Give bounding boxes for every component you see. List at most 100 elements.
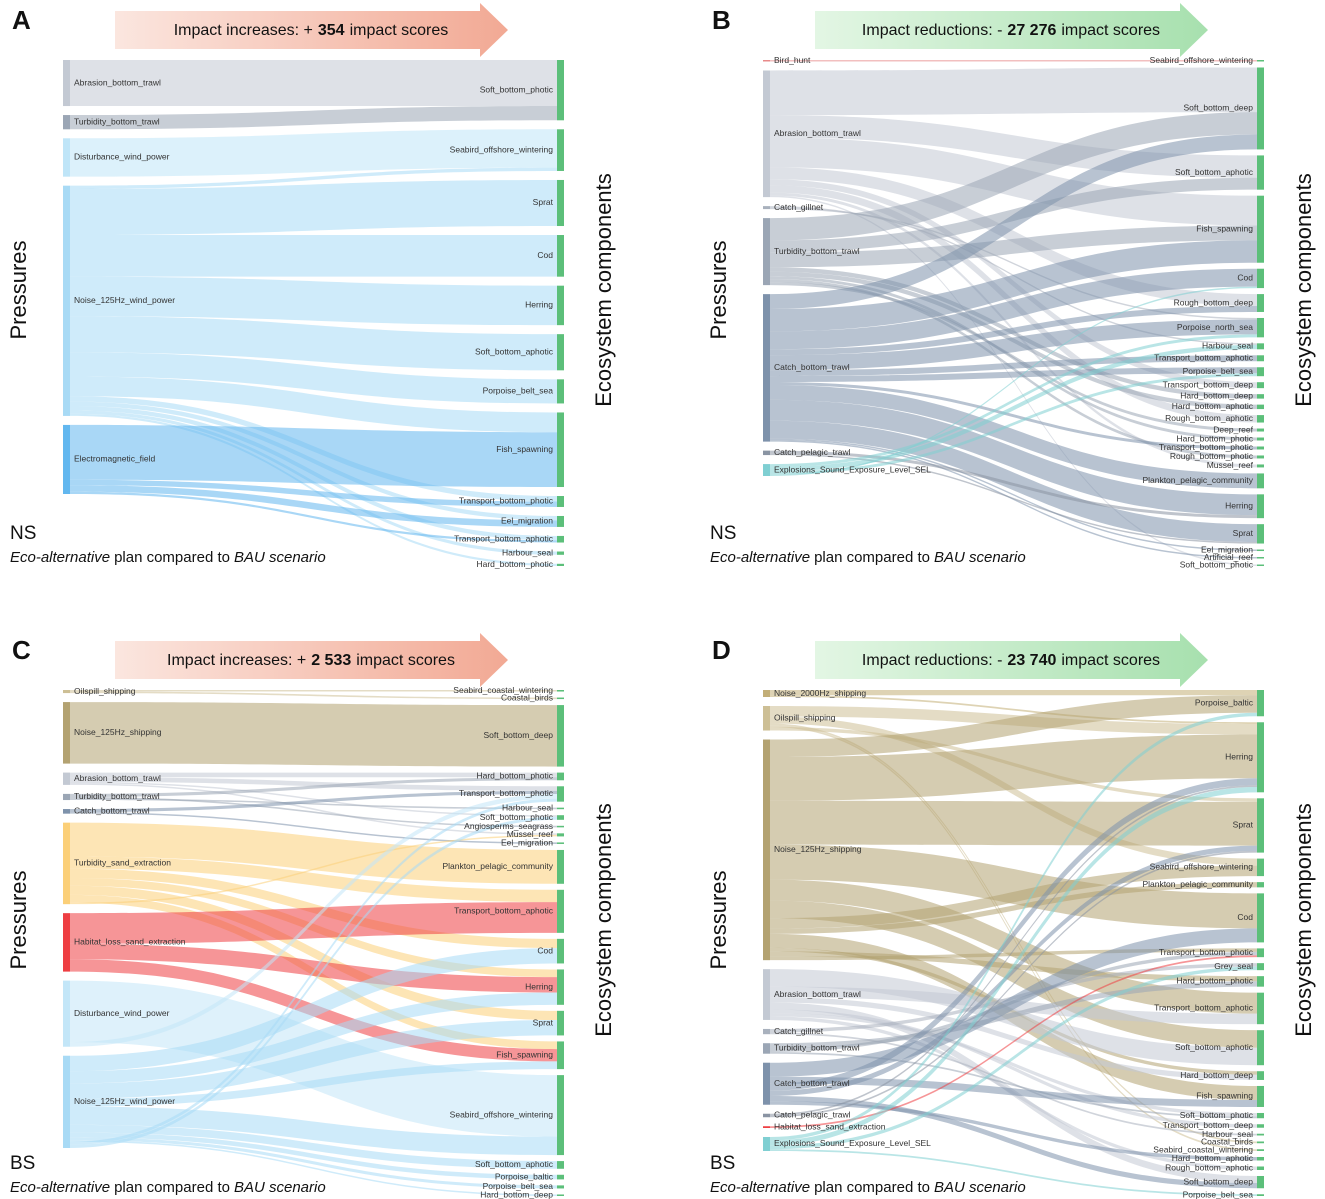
pressure-label: Turbidity_bottom_trawl — [774, 246, 860, 256]
flow-link — [70, 702, 557, 767]
component-node — [1257, 294, 1264, 312]
component-node — [557, 1174, 564, 1180]
component-node — [557, 334, 564, 371]
flow-link — [70, 948, 557, 1072]
left-axis-label: Pressures — [6, 240, 31, 339]
component-label: Porpoise_belt_sea — [483, 1181, 554, 1191]
component-label: Soft_bottom_photic — [1180, 560, 1254, 570]
left-axis-label: Pressures — [706, 870, 731, 969]
component-label: Transport_bottom_aphotic — [1154, 1003, 1254, 1013]
flow-link — [770, 1101, 1257, 1161]
flow-link — [770, 279, 1257, 459]
component-node — [1257, 549, 1264, 552]
component-node — [557, 697, 564, 700]
component-label: Harbour_seal — [502, 803, 553, 813]
flow-link — [770, 319, 1257, 371]
flow-link — [70, 777, 557, 791]
pressure-node — [63, 185, 70, 416]
component-node — [557, 815, 564, 820]
pressure-node — [763, 690, 770, 698]
subtitle-text: plan compared to — [114, 549, 230, 566]
component-node — [1257, 1141, 1264, 1144]
left-axis-label: Pressures — [6, 870, 31, 969]
component-label: Soft_bottom_deep — [1184, 1176, 1254, 1186]
pressure-node — [763, 706, 770, 731]
pressure-node — [63, 913, 70, 972]
component-label: Hard_bottom_photic — [1176, 433, 1253, 443]
component-node — [557, 807, 564, 810]
component-label: Porpoise_belt_sea — [483, 386, 554, 396]
component-label: Fish_spawning — [496, 444, 553, 454]
pressure-node — [63, 809, 70, 814]
component-node — [557, 1075, 564, 1156]
component-node — [557, 412, 564, 488]
flow-link — [770, 240, 1257, 332]
flow-link — [770, 850, 1257, 1118]
pressure-label: Abrasion_bottom_trawl — [74, 773, 161, 783]
flow-link — [770, 60, 1257, 62]
pressure-node — [763, 464, 770, 476]
flow-link — [70, 413, 557, 566]
flow-link — [70, 885, 557, 1021]
component-label: Eel_migration — [1201, 545, 1253, 555]
flow-link — [770, 225, 1257, 268]
flow-link — [70, 798, 557, 1145]
component-label: Porpoise_belt_sea — [1183, 366, 1254, 376]
component-node — [557, 705, 564, 767]
pressure-node — [63, 772, 70, 785]
flow-link — [70, 822, 557, 884]
flow-link — [770, 286, 1257, 476]
component-node — [1257, 690, 1264, 717]
banner-lead: Impact reductions: - — [862, 652, 1003, 669]
left-axis-label: Pressures — [706, 240, 731, 339]
pressure-node — [763, 739, 770, 961]
subtitle: Eco-alternative plan compared to BAU scena… — [10, 1179, 326, 1196]
flow-link — [770, 276, 1257, 441]
component-label: Harbour_seal — [1202, 341, 1253, 351]
component-node — [1257, 1175, 1264, 1189]
component-label: Seabird_offshore_wintering — [1150, 862, 1254, 872]
subtitle: Eco-alternative plan compared to BAU scena… — [710, 549, 1026, 566]
panel: Impact reductions: -27 276 impact scores B… — [706, 3, 1316, 570]
flow-link — [70, 376, 557, 433]
pressure-label: Catch_gillnet — [774, 202, 824, 212]
pressure-label: Disturbance_wind_power — [74, 1008, 170, 1018]
flow-link — [770, 306, 1257, 356]
component-node — [557, 825, 564, 828]
banner-text: Impact reductions: -23 740 impact scores — [862, 652, 1160, 669]
flow-link — [70, 816, 557, 1148]
pressure-node — [63, 1055, 70, 1148]
component-node — [557, 690, 564, 692]
flow-link — [770, 382, 1257, 450]
panel: Impact increases: + 2 533 impact scores C Pr… — [6, 633, 616, 1199]
pressure-label: Catch_gillnet — [774, 1026, 824, 1036]
component-node — [1257, 976, 1264, 987]
pressure-label: Oilspill_shipping — [74, 686, 136, 696]
pressure-node — [763, 1113, 770, 1118]
component-label: Soft_bottom_photic — [1180, 1110, 1254, 1120]
panel-letter: C — [12, 635, 31, 665]
pressure-label: Turbidity_sand_extraction — [74, 858, 171, 868]
flow-link — [770, 928, 1257, 1077]
banner-number: 27 276 — [1007, 22, 1056, 39]
pressure-node — [763, 1062, 770, 1105]
component-label: Hard_bottom_photic — [476, 771, 553, 781]
component-node — [1257, 268, 1264, 289]
component-label: Hard_bottom_deep — [480, 1189, 553, 1199]
component-label: Transport_bottom_aphotic — [454, 906, 554, 916]
component-node — [1257, 722, 1264, 793]
component-node — [1257, 1156, 1264, 1161]
component-label: Sprat — [533, 1017, 554, 1027]
component-label: Soft_bottom_aphotic — [1175, 1042, 1254, 1052]
pressure-label: Catch_bottom_trawl — [74, 806, 150, 816]
subtitle-italic: Eco-alternative — [710, 1179, 810, 1196]
component-node — [1257, 524, 1264, 544]
banner-number: 354 — [318, 22, 345, 39]
component-label: Herring — [1225, 752, 1253, 762]
component-node — [1257, 415, 1264, 423]
right-axis-label: Ecosystem components — [591, 173, 616, 407]
subtitle-italic: Eco-alternative — [10, 549, 110, 566]
component-node — [1257, 992, 1264, 1025]
component-label: Harbour_seal — [502, 547, 553, 557]
panel-letter: A — [12, 5, 31, 35]
